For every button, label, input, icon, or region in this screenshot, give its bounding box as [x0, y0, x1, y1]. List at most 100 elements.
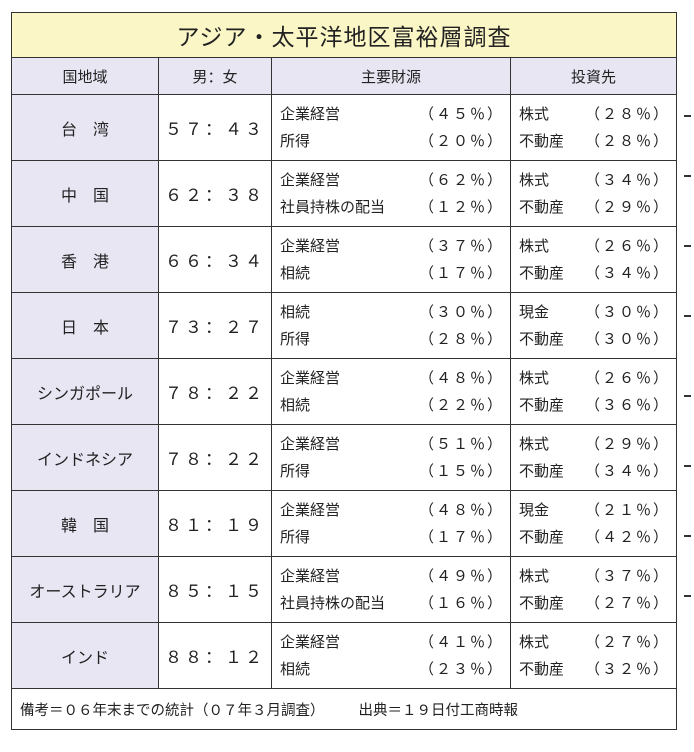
region-cell: オーストラリア	[11, 556, 159, 623]
investment-line: 不動産 （４２％）	[519, 524, 670, 551]
ratio-cell: ８１：１９	[158, 490, 272, 557]
survey-document: アジア・太平洋地区富裕層調査 国地域 男：女 主要財源 投資先 台 湾 ５７：４３…	[10, 12, 678, 730]
sources-cell: 企業経営 （３７％） 相続 （１７％）	[271, 226, 511, 293]
investment-label: 不動産	[519, 461, 565, 480]
source-line: 所得 （１７％）	[280, 524, 504, 551]
source-line: 企業経営 （６２％）	[280, 167, 504, 194]
sources-cell: 企業経営 （４８％） 所得 （１７％）	[271, 490, 511, 557]
source-percent: （２８％）	[418, 329, 504, 348]
investment-line: 不動産 （３２％）	[519, 656, 670, 683]
source-percent: （１７％）	[418, 527, 504, 546]
source-percent: （１７％）	[418, 263, 504, 282]
investment-label: 株式	[519, 434, 550, 453]
investment-label: 株式	[519, 236, 550, 255]
investment-percent: （３０％）	[585, 329, 671, 348]
source-percent: （４５％）	[418, 104, 504, 123]
region-cell: 香 港	[11, 226, 159, 293]
investment-cell: 現金 （２１％） 不動産 （４２％）	[509, 490, 678, 557]
investment-label: 現金	[519, 302, 550, 321]
source-percent: （４９％）	[418, 566, 504, 585]
investment-percent: （３７％）	[585, 566, 671, 585]
table-body: 台 湾 ５７：４３ 企業経営 （４５％） 所得 （２０％） 株式 （２８％） 不動産 （２８％）中…	[11, 94, 678, 689]
source-line: 企業経営 （４８％）	[280, 497, 504, 524]
footer-source: 出典＝１９日付工商時報	[358, 702, 519, 719]
investment-label: 株式	[519, 104, 550, 123]
source-label: 所得	[280, 329, 311, 348]
source-percent: （１５％）	[418, 461, 504, 480]
source-percent: （２２％）	[418, 395, 504, 414]
investment-label: 株式	[519, 566, 550, 585]
region-cell: 韓 国	[11, 490, 159, 557]
source-percent: （５１％）	[418, 434, 504, 453]
source-line: 相続 （２３％）	[280, 656, 504, 683]
ratio-cell: ７８：２２	[158, 358, 272, 425]
source-label: 企業経営	[280, 104, 341, 123]
investment-label: 不動産	[519, 527, 565, 546]
source-label: 企業経営	[280, 632, 341, 651]
source-line: 企業経営 （５１％）	[280, 431, 504, 458]
investment-label: 不動産	[519, 197, 565, 216]
source-line: 相続 （１７％）	[280, 260, 504, 287]
sources-cell: 企業経営 （５１％） 所得 （１５％）	[271, 424, 511, 491]
investment-line: 株式 （２８％）	[519, 101, 670, 128]
source-line: 企業経営 （４５％）	[280, 101, 504, 128]
ratio-cell: ８８：１２	[158, 622, 272, 689]
investment-line: 不動産 （２８％）	[519, 128, 670, 155]
table-row: インド ８８：１２ 企業経営 （４１％） 相続 （２３％） 株式 （２７％） 不動産 （３２％）	[11, 622, 678, 689]
investment-line: 株式 （２９％）	[519, 431, 670, 458]
header-region: 国地域	[11, 57, 159, 95]
investment-line: 現金 （３０％）	[519, 299, 670, 326]
investment-cell: 株式 （３７％） 不動産 （２７％）	[509, 556, 678, 623]
source-label: 企業経営	[280, 170, 341, 189]
investment-percent: （２７％）	[585, 593, 671, 612]
investment-label: 株式	[519, 368, 550, 387]
investment-label: 不動産	[519, 263, 565, 282]
investment-line: 不動産 （３４％）	[519, 458, 670, 485]
source-percent: （２０％）	[418, 131, 504, 150]
investment-line: 株式 （３４％）	[519, 167, 670, 194]
table-row: インドネシア ７８：２２ 企業経営 （５１％） 所得 （１５％） 株式 （２９％） 不動産 （３４…	[11, 424, 678, 491]
investment-percent: （３０％）	[585, 302, 671, 321]
investment-line: 株式 （３７％）	[519, 563, 670, 590]
source-label: 相続	[280, 659, 311, 678]
table-row: 韓 国 ８１：１９ 企業経営 （４８％） 所得 （１７％） 現金 （２１％） 不動産 （４２％）	[11, 490, 678, 557]
source-line: 相続 （２２％）	[280, 392, 504, 419]
source-label: 相続	[280, 395, 311, 414]
region-cell: インドネシア	[11, 424, 159, 491]
investment-label: 株式	[519, 632, 550, 651]
table-row: 香 港 ６６：３４ 企業経営 （３７％） 相続 （１７％） 株式 （２６％） 不動産 （３４％）	[11, 226, 678, 293]
region-cell: 台 湾	[11, 94, 159, 161]
investment-percent: （３２％）	[585, 659, 671, 678]
investment-line: 不動産 （３４％）	[519, 260, 670, 287]
investment-cell: 株式 （２７％） 不動産 （３２％）	[509, 622, 678, 689]
source-line: 企業経営 （３７％）	[280, 233, 504, 260]
investment-percent: （３４％）	[585, 461, 671, 480]
source-percent: （４１％）	[418, 632, 504, 651]
investment-percent: （２８％）	[585, 104, 671, 123]
source-label: 社員持株の配当	[280, 593, 386, 612]
investment-label: 不動産	[519, 329, 565, 348]
investment-line: 不動産 （２７％）	[519, 590, 670, 617]
sources-cell: 企業経営 （６２％） 社員持株の配当 （１２％）	[271, 160, 511, 227]
source-label: 企業経営	[280, 434, 341, 453]
investment-line: 株式 （２７％）	[519, 629, 670, 656]
source-percent: （２３％）	[418, 659, 504, 678]
source-percent: （６２％）	[418, 170, 504, 189]
investment-line: 現金 （２１％）	[519, 497, 670, 524]
source-label: 相続	[280, 302, 311, 321]
sources-cell: 企業経営 （４８％） 相続 （２２％）	[271, 358, 511, 425]
source-line: 社員持株の配当 （１６％）	[280, 590, 504, 617]
footer-remark: 備考＝０６年末までの統計（０７年３月調査）	[20, 702, 325, 719]
investment-line: 株式 （２６％）	[519, 233, 670, 260]
source-label: 企業経営	[280, 368, 341, 387]
survey-table: アジア・太平洋地区富裕層調査 国地域 男：女 主要財源 投資先 台 湾 ５７：４３…	[10, 12, 678, 730]
sources-cell: 企業経営 （４１％） 相続 （２３％）	[271, 622, 511, 689]
investment-line: 不動産 （３６％）	[519, 392, 670, 419]
table-row: オーストラリア ８５：１５ 企業経営 （４９％） 社員持株の配当 （１６％） 株式 （３７％）…	[11, 556, 678, 623]
adjacent-page-edge	[684, 105, 694, 645]
sources-cell: 企業経営 （４５％） 所得 （２０％）	[271, 94, 511, 161]
investment-label: 不動産	[519, 593, 565, 612]
investment-percent: （２９％）	[585, 434, 671, 453]
region-cell: シンガポール	[11, 358, 159, 425]
ratio-cell: ８５：１５	[158, 556, 272, 623]
